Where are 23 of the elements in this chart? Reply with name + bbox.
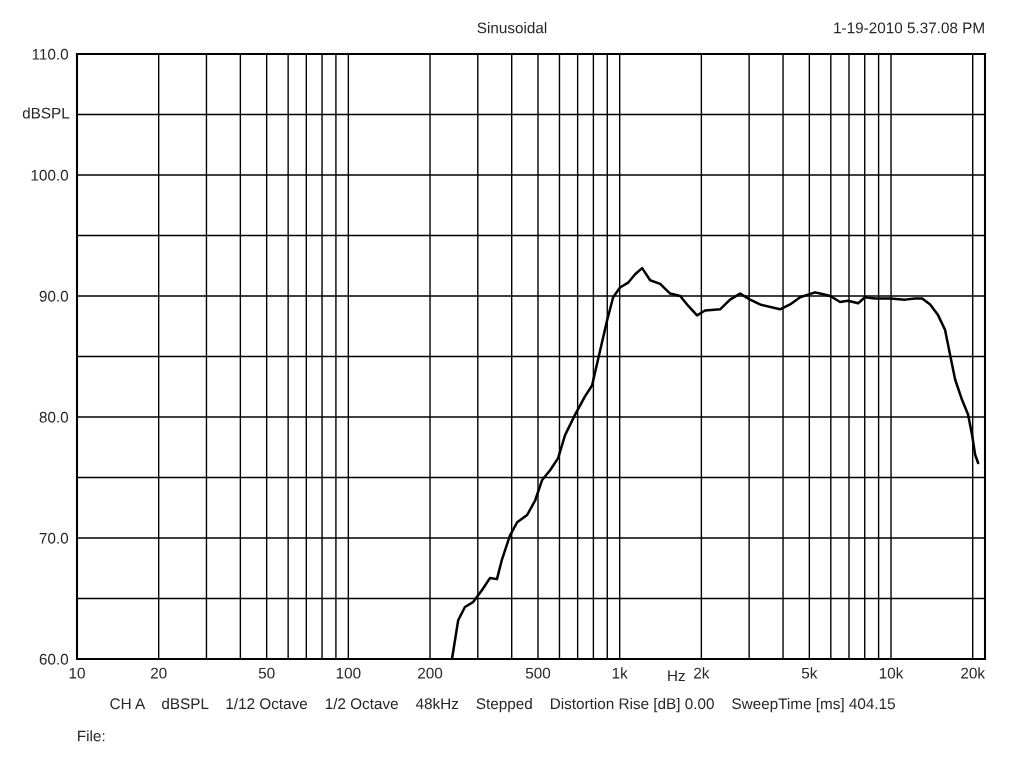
x-tick-label: 100 xyxy=(336,667,361,679)
y-axis-title: dBSPL xyxy=(22,107,70,119)
text: 1-19-2010 5.37.08 PM xyxy=(834,22,984,34)
y-tick-label: 80.0 xyxy=(39,411,69,423)
chart-title: Sinusoidal xyxy=(477,22,547,34)
x-tick-label: 10k xyxy=(879,667,904,679)
x-tick-label: 20k xyxy=(961,667,986,679)
x-tick-label: 20 xyxy=(150,667,167,679)
y-tick-label: 70.0 xyxy=(39,532,69,544)
x-tick-label: 500 xyxy=(525,667,551,679)
y-tick-label: 110.0 xyxy=(32,48,69,60)
x-tick-label: 10 xyxy=(69,667,85,679)
x-axis-title: Hz xyxy=(668,670,685,681)
x-tick-label: 1k xyxy=(612,667,628,679)
y-tick-label: 60.0 xyxy=(39,653,69,665)
x-tick-label: 200 xyxy=(418,667,443,679)
text: CH A dBSPL 1/12 Octave 1/2 Octave 48kHz Stepped Distortion Rise [dB] 0.00 SweepTime [ms] 404.15 xyxy=(110,697,895,713)
x-tick-label: 5k xyxy=(801,667,818,679)
y-tick-label: 90.0 xyxy=(39,290,69,302)
x-tick-label: 50 xyxy=(258,667,275,679)
x-tick-label: 2k xyxy=(694,667,710,679)
y-tick-label: 100.0 xyxy=(31,169,69,181)
text: File: xyxy=(78,730,105,742)
